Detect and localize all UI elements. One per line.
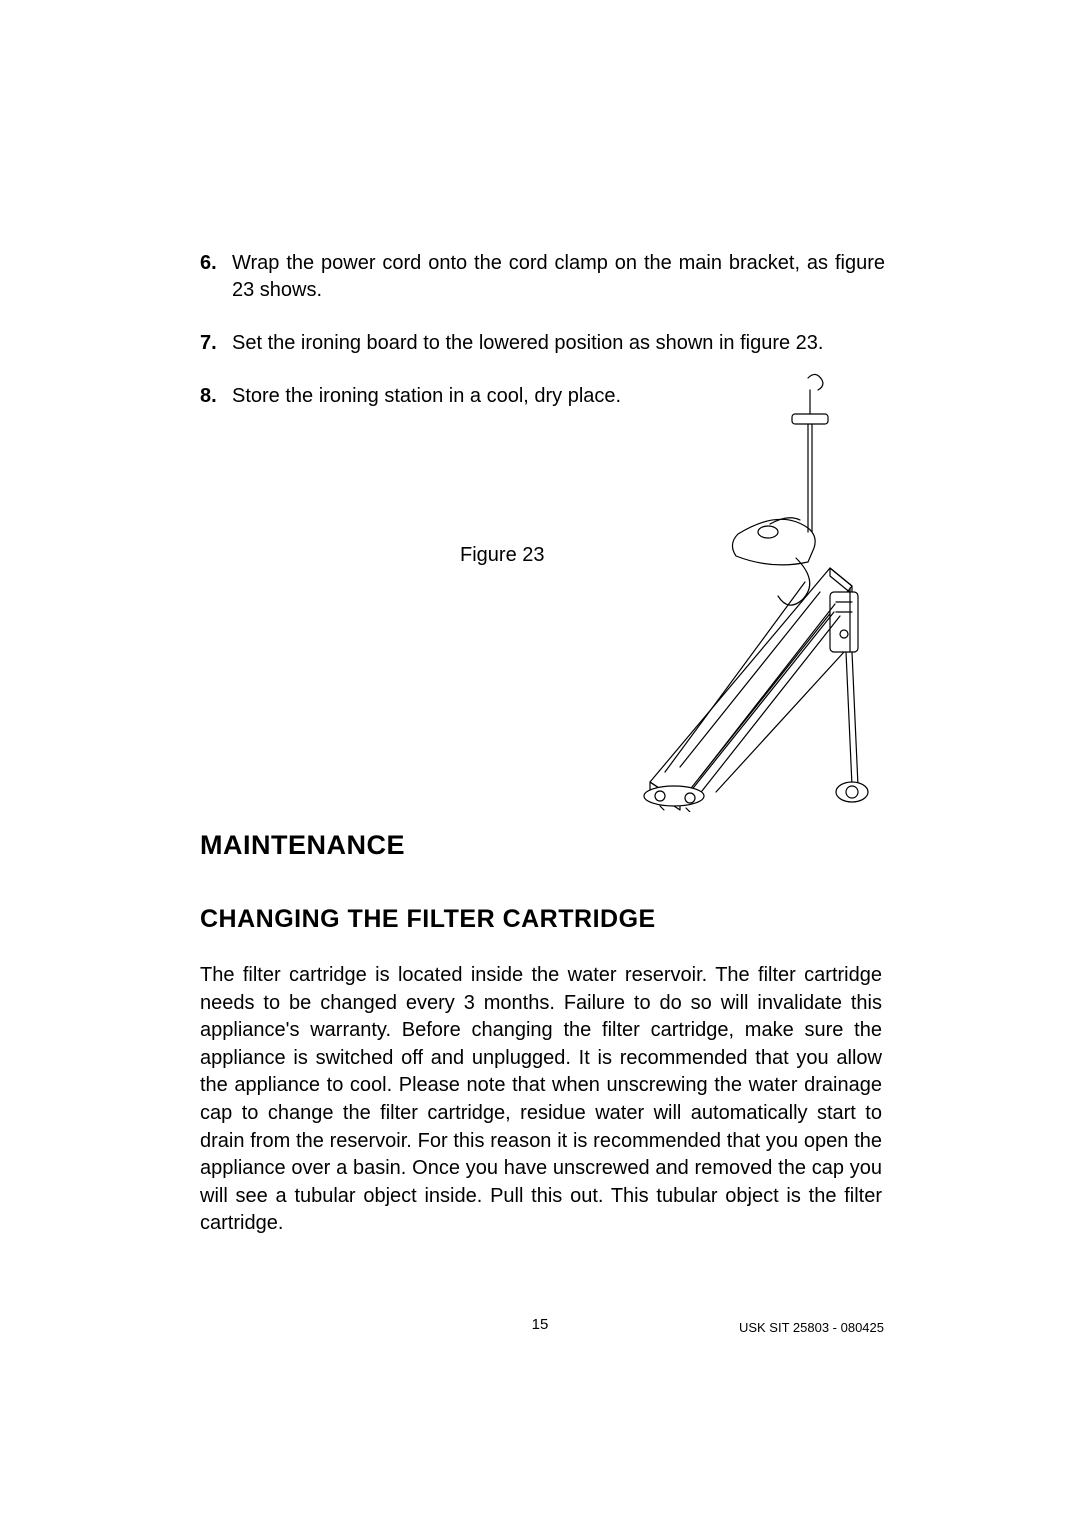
list-number: 6. [200,250,232,304]
list-item: 7. Set the ironing board to the lowered … [200,330,885,357]
document-page: 6. Wrap the power cord onto the cord cla… [0,0,1080,1528]
list-number: 8. [200,383,232,410]
heading-filter-cartridge: CHANGING THE FILTER CARTRIDGE [200,905,656,934]
page-number: 15 [0,1316,1080,1333]
body-paragraph: The filter cartridge is located inside t… [200,962,882,1238]
list-text: Set the ironing board to the lowered pos… [232,330,885,357]
list-number: 7. [200,330,232,357]
footer-document-code: USK SIT 25803 - 080425 [739,1320,884,1335]
heading-maintenance: MAINTENANCE [200,830,405,861]
figure-label: Figure 23 [460,544,545,567]
list-text: Wrap the power cord onto the cord clamp … [232,250,885,304]
list-item: 6. Wrap the power cord onto the cord cla… [200,250,885,304]
ironing-station-illustration [620,372,880,812]
